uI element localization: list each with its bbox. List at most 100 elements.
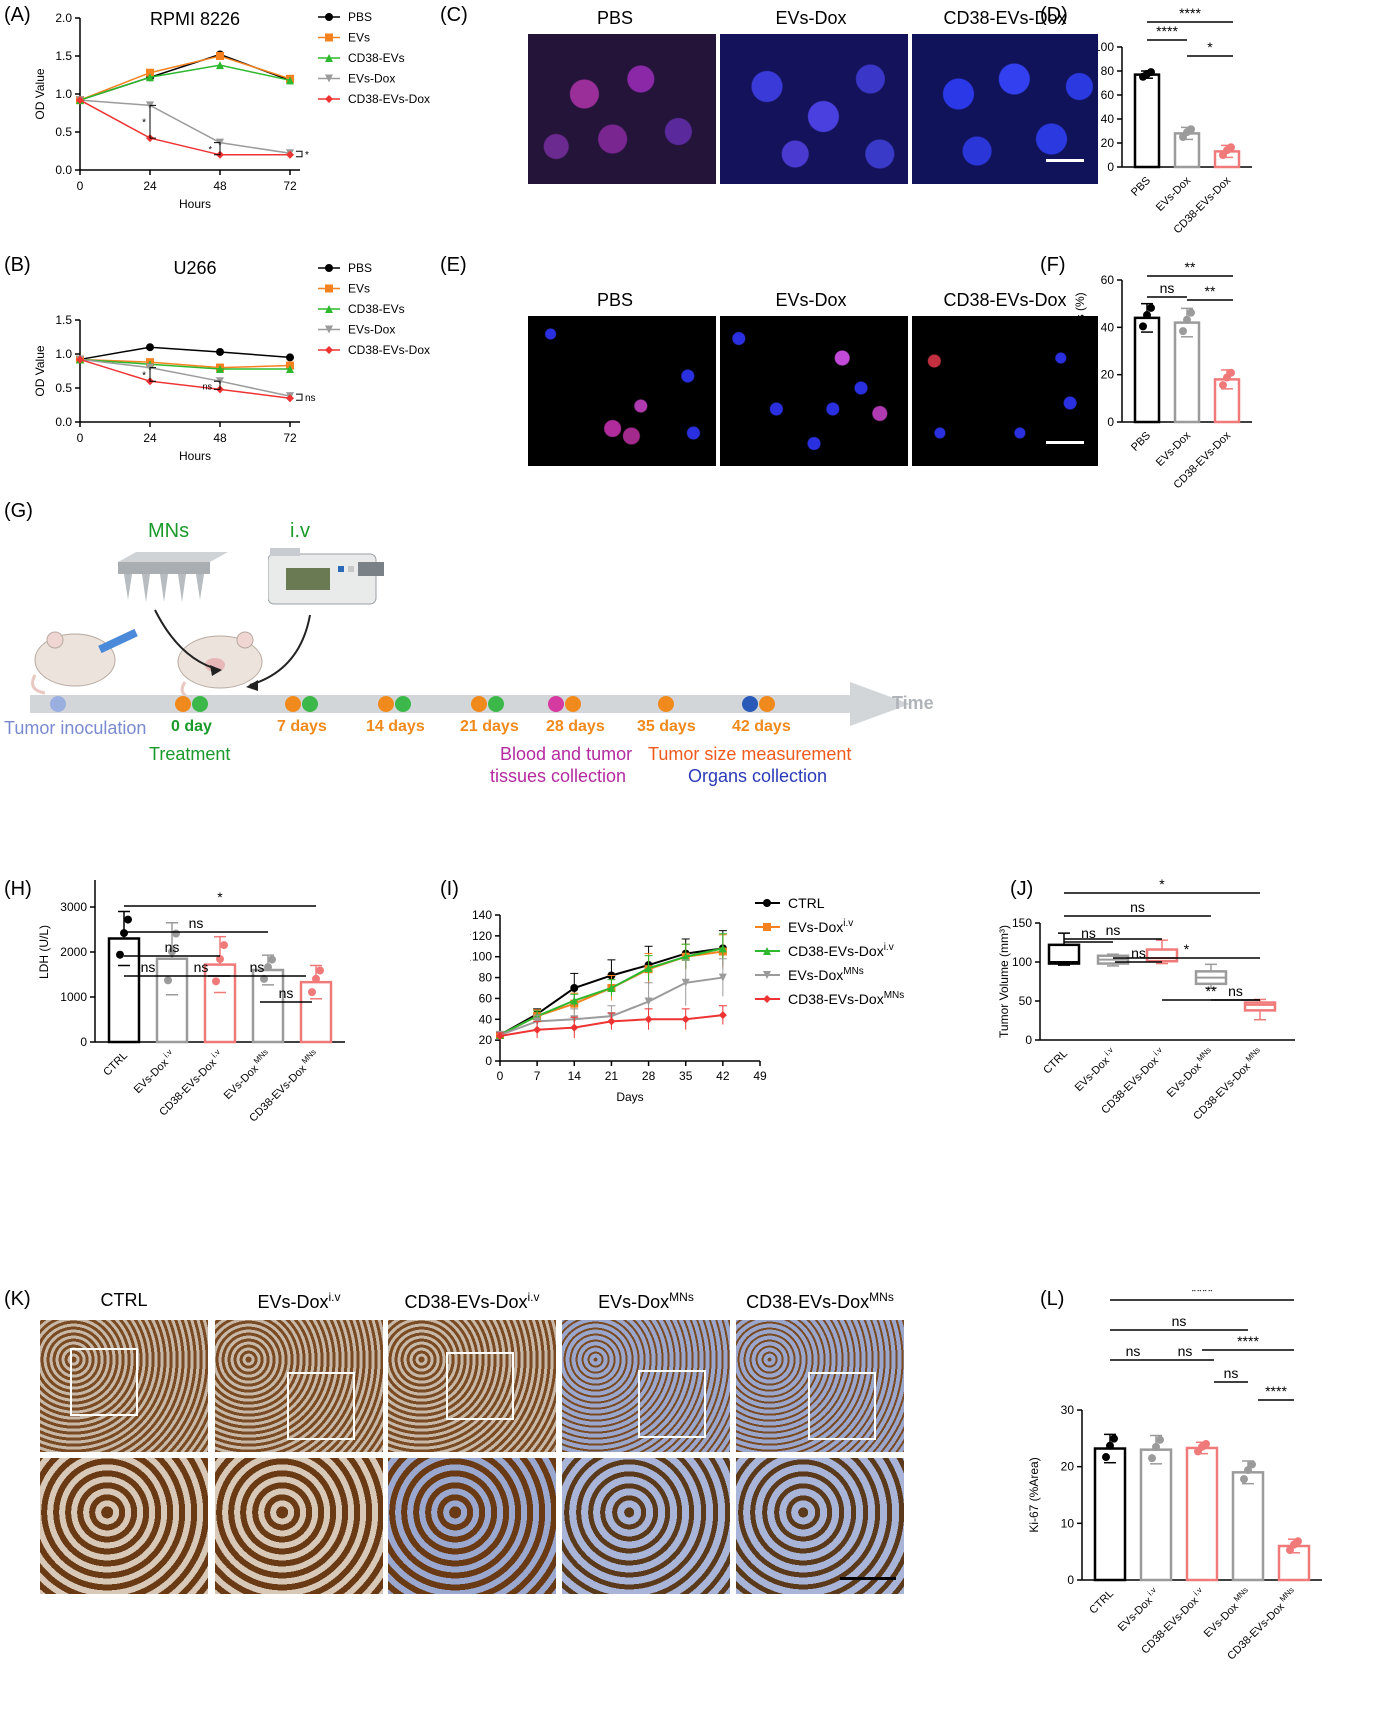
x-tick-label: 24 — [143, 431, 157, 445]
data-point — [763, 899, 771, 907]
ihc-zoom-image — [562, 1458, 730, 1594]
data-point — [1110, 1434, 1118, 1443]
panel-e-title-evs-dox: EVs-Dox — [775, 290, 847, 310]
sig-label: ns — [1228, 983, 1243, 999]
panel-c-title-pbs: PBS — [596, 8, 634, 28]
data-point — [216, 61, 224, 70]
y-tick-label: 40 — [479, 1012, 493, 1026]
sig-label: * — [1207, 39, 1213, 55]
series-line-cd38-evs — [79, 64, 291, 101]
data-point — [260, 974, 268, 983]
panel-k-title: EVs-DoxMNs — [598, 1290, 694, 1312]
legend-marker — [325, 325, 333, 334]
data-point — [1147, 68, 1155, 77]
legend-label: EVs-Dox — [348, 323, 395, 337]
sig-label: ns — [305, 393, 316, 404]
blood-label: Blood and tumor — [500, 744, 633, 764]
panel-label-b: (B) — [4, 254, 31, 276]
panel-label-d: (D) — [1040, 4, 1068, 26]
ihc-overview-image — [388, 1320, 556, 1452]
legend-label: PBS — [348, 261, 372, 275]
sig-label: ns — [1178, 1343, 1193, 1359]
y-tick-label: 1.0 — [55, 347, 72, 361]
sig-label: * — [1159, 876, 1165, 892]
iv-label: i.v — [290, 520, 310, 542]
bar-pbs — [1133, 73, 1161, 169]
panel-label-h: (H) — [4, 878, 32, 900]
zoom-box — [70, 1348, 138, 1416]
sig-label: * — [142, 370, 146, 381]
y-tick-label: 0 — [1025, 1033, 1032, 1047]
data-point — [168, 947, 176, 956]
legend-label: CD38-EVs-Doxi.v — [788, 942, 894, 959]
arrows — [154, 609, 311, 691]
x-tick-label: 35 — [679, 1069, 693, 1083]
sig-label: **** — [1156, 23, 1178, 39]
y-tick-label: 0 — [1107, 160, 1114, 174]
legend-marker — [325, 305, 333, 313]
data-point — [268, 955, 276, 964]
sig-label: ns — [250, 959, 265, 975]
data-point — [533, 1025, 542, 1034]
data-point — [308, 988, 316, 997]
day-28-label: 28 days — [546, 718, 605, 735]
sig-label: ns — [194, 959, 209, 975]
sig-label: ns — [1224, 1365, 1239, 1381]
series-line-pbs — [79, 346, 291, 361]
x-axis-label: Hours — [179, 449, 211, 463]
sig-label: * — [217, 889, 223, 905]
x-tick-label: EVs-Dox i.v — [1114, 1586, 1163, 1635]
data-point — [1156, 1435, 1164, 1444]
sig-bracket — [296, 150, 303, 158]
ihc-overview-image — [562, 1320, 730, 1452]
data-point — [718, 973, 727, 982]
x-tick-label: 49 — [753, 1069, 767, 1083]
y-tick-label: 0 — [80, 1035, 87, 1049]
day-14-label: 14 days — [366, 718, 425, 735]
sig-label: **** — [1179, 5, 1201, 21]
y-tick-label: 10 — [1061, 1516, 1075, 1530]
x-tick-label: 14 — [568, 1069, 582, 1083]
legend-marker — [325, 54, 333, 62]
zoom-box — [446, 1352, 514, 1420]
scale-bar — [1046, 159, 1084, 162]
chart-title: RPMI 8226 — [150, 9, 240, 29]
mns-label: MNs — [148, 520, 190, 542]
y-tick-label: 20 — [1101, 136, 1115, 150]
data-point — [1106, 1441, 1114, 1450]
ihc-overview-image — [215, 1320, 383, 1452]
data-point — [1227, 143, 1235, 152]
series-line-cd38-evs-dox — [79, 358, 291, 399]
ihc-overview-image — [736, 1320, 904, 1452]
legend-label: CD38-EVs — [348, 51, 405, 65]
mouse-treated-icon — [177, 631, 263, 700]
x-tick-label: EVs-Dox MNs — [1200, 1586, 1255, 1641]
x-tick-label: PBS — [1129, 175, 1153, 199]
x-tick-label: 21 — [605, 1069, 619, 1083]
legend-marker — [325, 284, 333, 293]
x-tick-label: CTRL — [1041, 1048, 1070, 1077]
ihc-zoom-image — [40, 1458, 208, 1594]
sig-label: ns — [202, 381, 212, 391]
sig-label: * — [208, 145, 212, 155]
sig-label: ns — [1126, 1343, 1141, 1359]
data-point — [570, 996, 579, 1005]
y-tick-label: 0.5 — [55, 381, 72, 395]
x-tick-label: 48 — [213, 431, 227, 445]
legend-label: EVs — [348, 31, 370, 45]
data-point — [124, 915, 132, 924]
y-tick-label: 0.5 — [55, 125, 72, 139]
x-tick-label: PBS — [1129, 430, 1153, 454]
data-point — [264, 963, 272, 972]
series-line-evs — [79, 358, 291, 369]
y-tick-label: 0 — [485, 1054, 492, 1068]
zoom-box — [287, 1372, 355, 1440]
sig-label: ns — [1081, 925, 1096, 941]
y-tick-label: 0.0 — [55, 415, 72, 429]
sig-label: ns — [1160, 280, 1175, 296]
infusion-pump-icon — [268, 548, 384, 605]
panel-label-j: (J) — [1010, 878, 1034, 900]
day-21-label: 21 days — [460, 718, 519, 735]
ihc-overview-image — [40, 1320, 208, 1452]
